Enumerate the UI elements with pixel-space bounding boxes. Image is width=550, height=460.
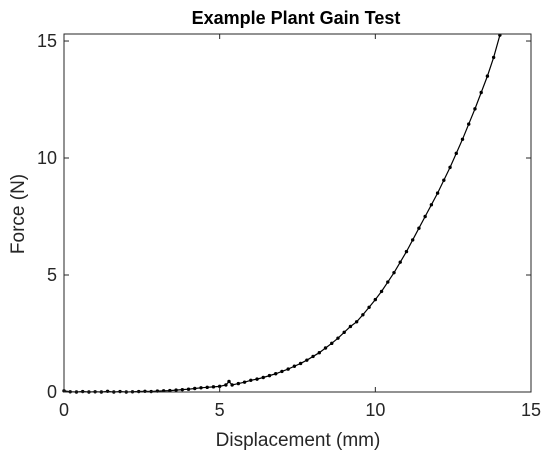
y-tick-labels: 0 5 10 15 bbox=[37, 31, 57, 402]
y-axis-label: Force (N) bbox=[8, 174, 29, 254]
series-point bbox=[367, 305, 371, 309]
series-point bbox=[224, 383, 228, 387]
series-point bbox=[336, 336, 340, 340]
plot-area bbox=[62, 33, 502, 394]
series-point bbox=[361, 313, 365, 317]
series-point bbox=[211, 385, 216, 389]
series-point bbox=[168, 388, 172, 393]
series-point bbox=[261, 375, 265, 380]
series-point bbox=[442, 178, 446, 182]
series-point bbox=[379, 289, 384, 294]
x-tick-label: 15 bbox=[521, 400, 541, 420]
series-point bbox=[193, 386, 197, 391]
series-point bbox=[423, 214, 427, 219]
x-tick-label: 0 bbox=[59, 400, 69, 420]
series-point bbox=[180, 387, 185, 392]
series-point bbox=[404, 249, 409, 254]
x-tick-label: 10 bbox=[365, 400, 385, 420]
series-point bbox=[354, 320, 359, 324]
series-point bbox=[491, 55, 496, 60]
y-tick-label: 15 bbox=[37, 31, 57, 51]
y-tick-label: 0 bbox=[47, 382, 57, 402]
series-point bbox=[242, 380, 247, 384]
series-point bbox=[305, 358, 309, 362]
series-point bbox=[217, 384, 222, 389]
axes-box bbox=[63, 33, 532, 393]
series-point bbox=[435, 191, 440, 195]
series-point bbox=[298, 361, 303, 366]
series-point bbox=[205, 385, 209, 390]
series-point bbox=[174, 388, 178, 392]
series-point bbox=[292, 364, 297, 368]
series-point bbox=[323, 346, 328, 350]
series-point bbox=[417, 226, 421, 230]
series-point bbox=[274, 372, 278, 376]
series-point bbox=[280, 369, 284, 374]
series-point bbox=[199, 386, 203, 390]
x-axis-label: Displacement (mm) bbox=[216, 430, 381, 451]
series-point bbox=[330, 341, 334, 346]
series-point bbox=[230, 383, 234, 387]
series-point bbox=[267, 373, 272, 378]
series-point bbox=[392, 270, 396, 275]
series-line bbox=[63, 35, 501, 393]
series-point bbox=[485, 74, 490, 78]
series-point bbox=[249, 378, 253, 382]
series-point bbox=[227, 379, 231, 384]
y-tick-label: 5 bbox=[47, 265, 57, 285]
series-point bbox=[373, 297, 378, 302]
series-point bbox=[348, 324, 353, 329]
x-tick-label: 5 bbox=[215, 400, 225, 420]
series-point bbox=[317, 350, 321, 355]
axes bbox=[63, 33, 532, 393]
series-point bbox=[386, 280, 390, 284]
chart-title: Example Plant Gain Test bbox=[192, 8, 401, 28]
series-point bbox=[342, 330, 346, 335]
series-point bbox=[236, 381, 241, 386]
series-point bbox=[255, 377, 259, 381]
series-point bbox=[286, 367, 290, 371]
series-point bbox=[398, 260, 402, 264]
series-point bbox=[429, 203, 434, 207]
series-point bbox=[473, 107, 477, 111]
series-point bbox=[467, 122, 471, 126]
x-tick-labels: 0 5 10 15 bbox=[59, 400, 541, 420]
y-tick-label: 10 bbox=[37, 148, 57, 168]
series-point bbox=[454, 151, 458, 156]
series-point bbox=[479, 90, 483, 95]
series-point bbox=[311, 354, 315, 359]
series-point bbox=[448, 165, 452, 170]
series-point bbox=[460, 137, 465, 141]
series-point bbox=[410, 238, 415, 242]
series-point bbox=[186, 387, 191, 391]
